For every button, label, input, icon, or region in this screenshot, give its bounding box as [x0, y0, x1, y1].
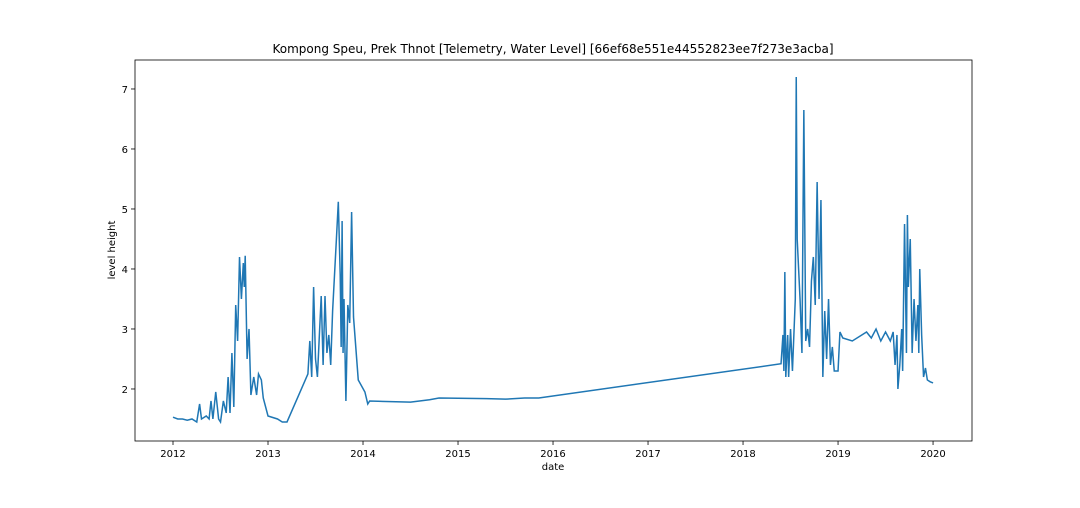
y-tick-label: 5: [122, 205, 128, 216]
y-tick-label: 2: [122, 385, 128, 396]
x-tick-label: 2012: [160, 449, 185, 460]
x-axis-label: date: [542, 462, 565, 473]
chart-title: Kompong Speu, Prek Thnot [Telemetry, Wat…: [272, 42, 833, 56]
axes-frame: [134, 59, 973, 442]
x-tick-label: 2016: [540, 449, 565, 460]
y-axis-label: level height: [107, 221, 118, 280]
x-tick-label: 2019: [825, 449, 850, 460]
y-tick-label: 6: [122, 145, 128, 156]
x-tick-label: 2017: [635, 449, 660, 460]
x-tick-label: 2013: [255, 449, 280, 460]
x-tick-label: 2015: [445, 449, 470, 460]
x-tick-label: 2018: [730, 449, 755, 460]
y-tick-label: 7: [122, 85, 128, 96]
plot-area: 2012 2013 2014 2015 2016 2017 2018 2019 2020 2 3 4 5…: [122, 76, 946, 460]
x-tick-label: 2014: [350, 449, 375, 460]
data-line: [172, 76, 934, 425]
y-tick-label: 4: [122, 265, 128, 276]
y-tick-label: 3: [122, 325, 128, 336]
x-tick-label: 2020: [920, 449, 945, 460]
